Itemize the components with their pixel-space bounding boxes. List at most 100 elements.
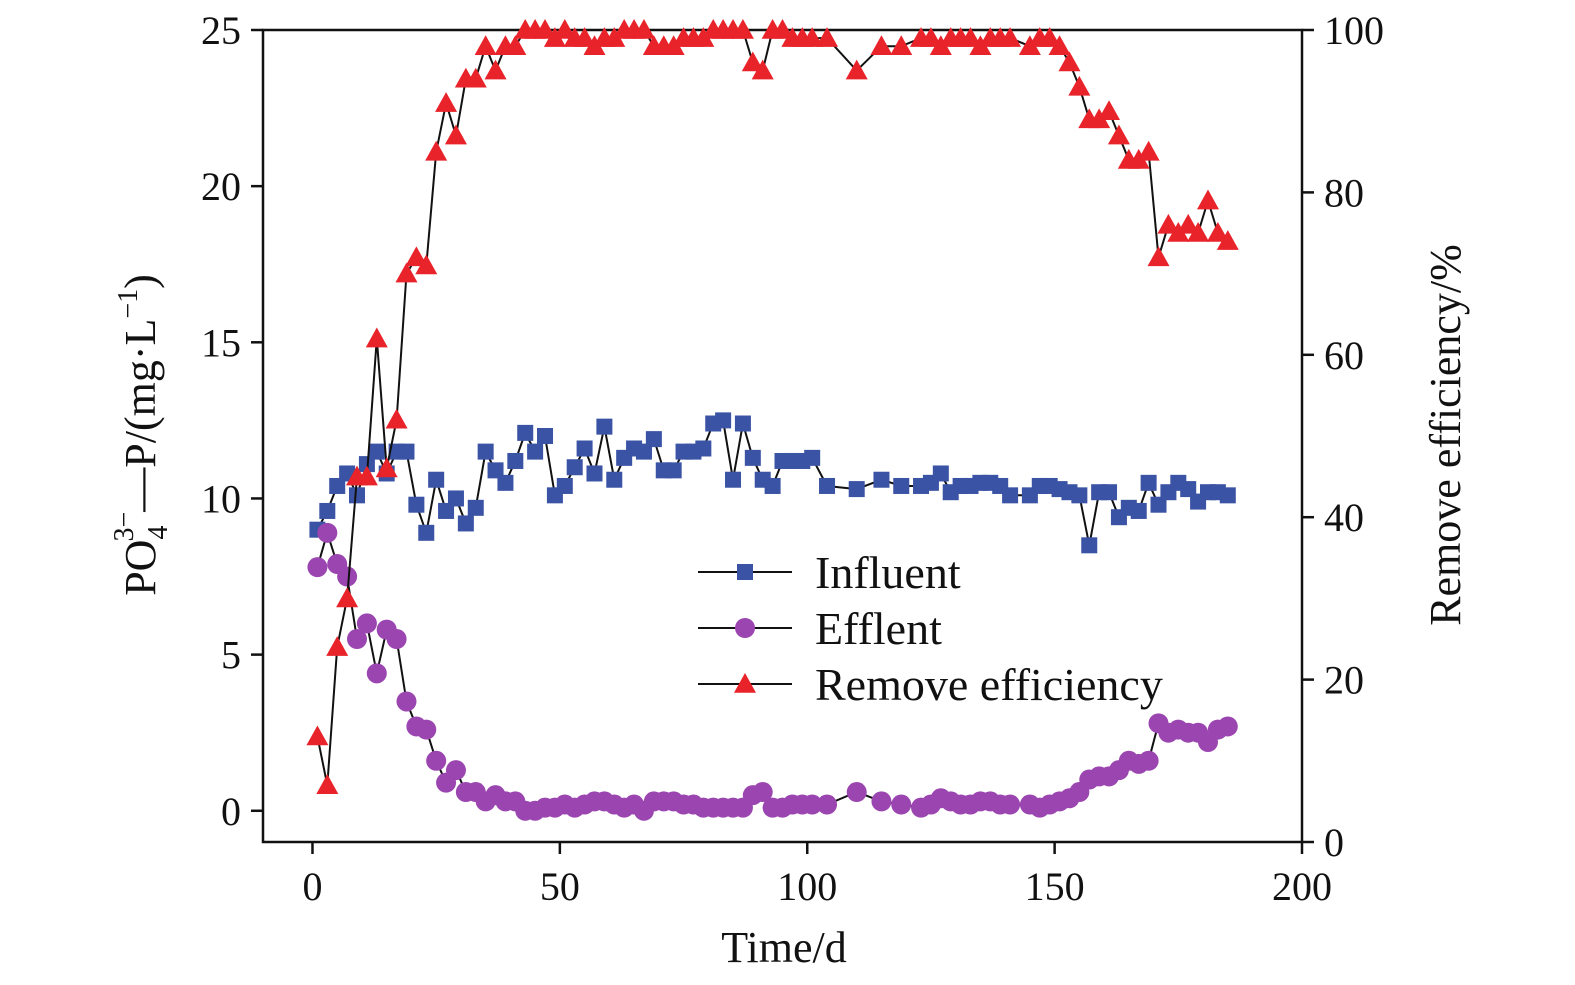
data-point — [596, 418, 613, 435]
data-point — [504, 35, 527, 56]
data-point — [741, 51, 764, 72]
data-point — [366, 663, 387, 684]
y-left-tick-label: 5 — [221, 633, 241, 678]
data-point — [428, 471, 445, 488]
data-point — [1216, 230, 1239, 250]
series-remove-efficiency — [306, 19, 1239, 794]
data-point — [731, 19, 754, 39]
y-left-tick-label: 10 — [201, 476, 241, 521]
x-tick-label: 200 — [1272, 864, 1332, 909]
y-label-close: ) — [116, 274, 165, 289]
data-point — [801, 27, 824, 47]
data-point — [932, 465, 949, 482]
svg-text:PO43−—P/(mg·L−1): PO43−—P/(mg·L−1) — [109, 274, 174, 596]
data-point — [576, 440, 593, 457]
data-point — [635, 443, 652, 460]
data-point — [1140, 474, 1157, 491]
data-point — [959, 27, 982, 47]
data-point — [445, 760, 466, 781]
data-point — [715, 412, 732, 429]
y-left-tick-label: 0 — [221, 789, 241, 834]
y-label-sub: 4 — [143, 526, 174, 540]
y-axis-left-label: PO43−—P/(mg·L−1) — [109, 274, 174, 596]
data-point — [435, 92, 458, 112]
y-label-prefix: PO — [116, 540, 165, 596]
x-tick-label: 0 — [302, 864, 322, 909]
data-point — [1081, 537, 1098, 554]
data-point — [497, 474, 514, 491]
data-point — [1206, 222, 1229, 242]
legend-label: Efflent — [815, 603, 942, 654]
data-point — [645, 431, 662, 448]
data-point — [444, 124, 467, 145]
data-point — [586, 465, 603, 482]
x-axis-label: Time/d — [721, 923, 847, 972]
data-point — [1187, 222, 1210, 242]
data-point — [816, 27, 839, 47]
data-point — [365, 327, 388, 348]
data-point — [316, 774, 339, 794]
data-point — [1000, 794, 1021, 815]
legend-marker — [737, 564, 753, 580]
data-point — [307, 557, 328, 578]
data-point — [517, 424, 534, 441]
data-point — [1138, 750, 1159, 771]
data-point — [893, 477, 910, 494]
data-point — [848, 481, 865, 498]
data-point — [1177, 213, 1200, 234]
data-point — [1071, 487, 1088, 504]
data-point — [1048, 35, 1071, 56]
data-point — [734, 415, 751, 432]
data-point — [326, 636, 349, 656]
series-influent — [309, 412, 1236, 554]
y-axis-right-label: Remove efficiency/% — [1421, 244, 1470, 626]
y-left-tick-label: 15 — [201, 320, 241, 365]
legend-label: Remove efficiency — [815, 659, 1163, 710]
data-point — [999, 27, 1022, 47]
data-point — [375, 457, 398, 478]
legend-marker — [735, 618, 755, 638]
data-point — [771, 19, 794, 39]
data-point — [537, 428, 554, 444]
data-point — [1038, 27, 1061, 47]
data-point — [1196, 189, 1219, 210]
y-right-tick-label: 100 — [1324, 8, 1384, 53]
data-point — [764, 477, 781, 494]
data-point — [890, 35, 913, 56]
data-point — [1130, 502, 1147, 519]
data-point — [426, 750, 447, 771]
data-point — [606, 471, 623, 488]
data-point — [1107, 124, 1130, 145]
data-point — [846, 782, 867, 803]
data-point — [447, 490, 464, 507]
data-point — [319, 502, 336, 519]
data-point — [752, 782, 773, 803]
x-tick-label: 100 — [777, 864, 837, 909]
data-point — [665, 462, 682, 479]
y-right-tick-label: 60 — [1324, 333, 1364, 378]
data-point — [487, 462, 504, 479]
legend-marker — [734, 673, 756, 693]
data-point — [385, 408, 408, 429]
data-point — [1157, 213, 1180, 234]
data-point — [1058, 51, 1081, 72]
data-point — [819, 477, 836, 494]
x-tick-label: 150 — [1025, 864, 1085, 909]
legend-item: Efflent — [698, 603, 942, 654]
data-point — [817, 794, 838, 815]
data-point — [695, 440, 712, 457]
data-point — [891, 794, 912, 815]
data-point — [1180, 481, 1197, 498]
data-point — [1150, 496, 1167, 513]
y-label-suffix: —P/(mg·L — [116, 319, 165, 513]
data-point — [507, 452, 524, 469]
y-label-sup: 3− — [109, 512, 140, 542]
data-point — [405, 246, 428, 267]
data-point — [1217, 716, 1238, 737]
data-point — [1002, 487, 1019, 504]
data-point — [425, 140, 448, 161]
data-point — [408, 496, 425, 513]
data-point — [336, 587, 359, 608]
series-layer — [306, 19, 1239, 821]
